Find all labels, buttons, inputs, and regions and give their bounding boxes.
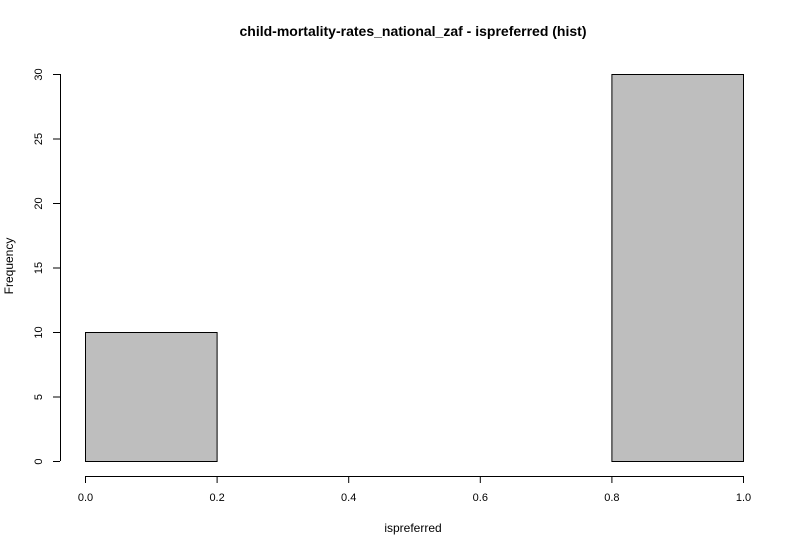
histogram-bar (85, 332, 218, 462)
y-tick-label: 30 (33, 68, 45, 80)
y-ticks-group: 0 5 10 15 20 25 30 (33, 68, 60, 465)
histogram-bar (611, 74, 745, 462)
x-tick-label: 0.4 (341, 492, 356, 504)
x-tick-label: 0.8 (604, 492, 619, 504)
y-tick-label: 5 (33, 394, 45, 400)
y-tick-label: 15 (33, 262, 45, 274)
x-tick-label: 0.6 (473, 492, 488, 504)
x-tick-label: 1.0 (736, 492, 751, 504)
y-tick-label: 10 (33, 326, 45, 338)
x-tick-label: 0.2 (209, 492, 224, 504)
chart-title: child-mortality-rates_national_zaf - isp… (240, 23, 587, 39)
y-tick-label: 25 (33, 133, 45, 145)
y-tick-label: 20 (33, 197, 45, 209)
y-tick-label: 0 (33, 458, 45, 464)
x-axis-label: ispreferred (384, 521, 441, 535)
x-tick-label: 0.0 (78, 492, 93, 504)
y-axis-label: Frequency (2, 238, 16, 295)
bars-group (85, 74, 745, 462)
x-ticks-group: 0.0 0.2 0.4 0.6 0.8 1.0 (78, 476, 751, 504)
